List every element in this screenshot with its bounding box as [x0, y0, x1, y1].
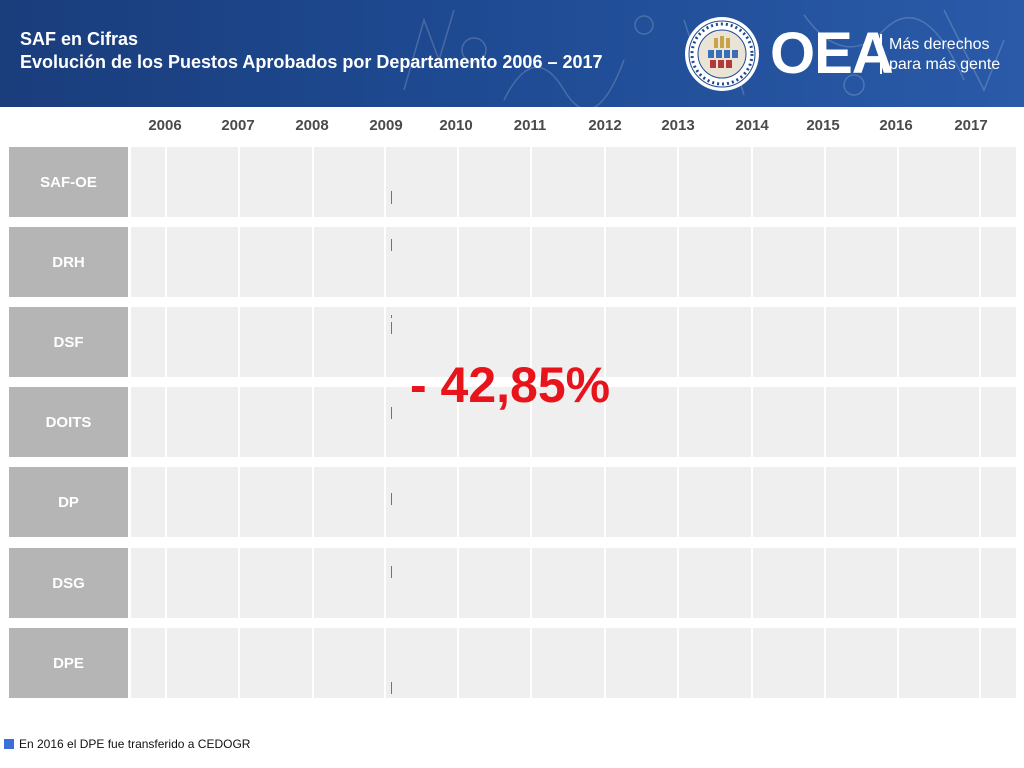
oas-seal-icon — [685, 17, 759, 91]
brand-tagline-1: Más derechos — [889, 36, 990, 53]
value-marker — [391, 239, 392, 251]
row-label-saf-oe: SAF-OE — [9, 147, 128, 217]
row-label-dpe: DPE — [9, 628, 128, 698]
row-label-dsg: DSG — [9, 548, 128, 618]
year-header: 2014 — [735, 117, 769, 134]
value-marker — [391, 315, 392, 318]
header-banner: SAF en Cifras Evolución de los Puestos A… — [0, 0, 1024, 107]
year-header: 2017 — [954, 117, 988, 134]
row-label-dp: DP — [9, 467, 128, 537]
percentage-callout: - 42,85% — [410, 357, 611, 413]
brand-logo-text: OEA — [770, 21, 894, 86]
value-marker — [391, 322, 392, 334]
value-marker — [391, 407, 392, 419]
page-subtitle: Evolución de los Puestos Aprobados por D… — [20, 52, 603, 72]
row-label-dsf: DSF — [9, 307, 128, 377]
year-header: 2012 — [588, 117, 622, 134]
year-header: 2016 — [879, 117, 913, 134]
value-marker — [391, 493, 392, 505]
row-band-doits — [131, 387, 1016, 457]
footnote: En 2016 el DPE fue transferido a CEDOGR — [4, 737, 250, 751]
row-band-dpe — [131, 628, 1016, 698]
year-header: 2009 — [369, 117, 403, 134]
row-band-dsg — [131, 548, 1016, 618]
row-band-drh — [131, 227, 1016, 297]
brand-divider — [880, 34, 882, 74]
value-marker — [391, 191, 392, 204]
brand-tagline-2: para más gente — [889, 56, 1001, 73]
footnote-text: En 2016 el DPE fue transferido a CEDOGR — [19, 737, 251, 751]
footnote-marker-icon — [4, 739, 14, 749]
row-label-drh: DRH — [9, 227, 128, 297]
value-marker — [391, 682, 392, 694]
row-band-saf-oe — [131, 147, 1016, 217]
year-header: 2015 — [806, 117, 840, 134]
year-header-row: 2006 2007 2008 2009 2010 2011 2012 2013 … — [0, 117, 1024, 137]
year-header: 2007 — [221, 117, 255, 134]
year-header: 2010 — [439, 117, 473, 134]
row-band-dsf — [131, 307, 1016, 377]
year-header: 2008 — [295, 117, 329, 134]
year-header: 2013 — [661, 117, 695, 134]
value-marker — [391, 566, 392, 578]
row-label-doits: DOITS — [9, 387, 128, 457]
year-header: 2011 — [513, 117, 547, 134]
year-header: 2006 — [148, 117, 182, 134]
page-title: SAF en Cifras — [20, 29, 139, 49]
row-band-dp — [131, 467, 1016, 537]
